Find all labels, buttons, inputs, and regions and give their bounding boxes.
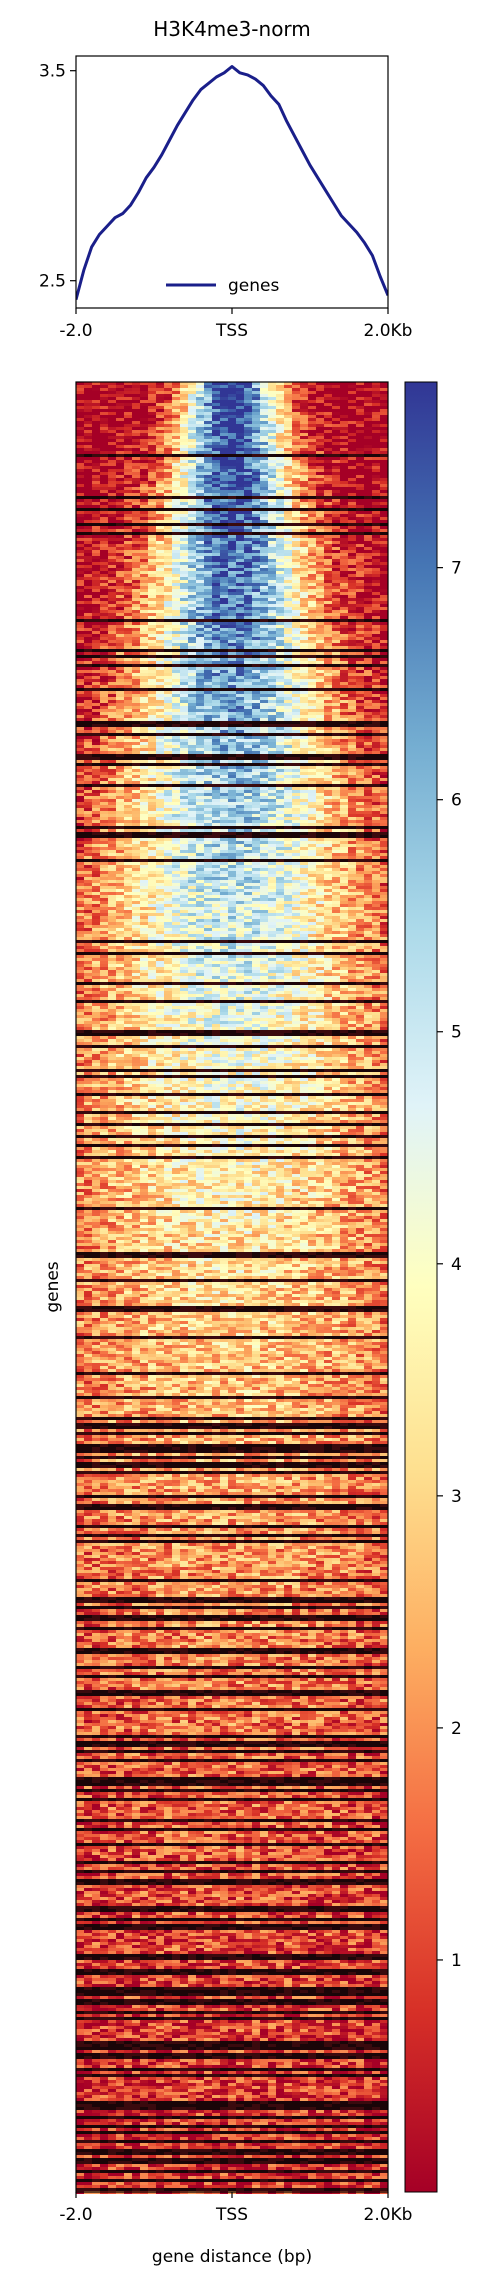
legend-label-genes: genes [228, 276, 279, 296]
heatmap-x-tick-label: TSS [215, 2205, 248, 2225]
colorbar-tick-label: 4 [451, 1255, 462, 1275]
colorbar-tick-label: 3 [451, 1487, 462, 1507]
profile-line-genes [76, 65, 388, 300]
profile-y-tick-label: 3.5 [39, 62, 66, 82]
colorbar-tick-label: 5 [451, 1023, 462, 1043]
heatmap-x-axis-label: gene distance (bp) [152, 2247, 312, 2267]
profile-y-tick-label: 2.5 [39, 272, 66, 292]
profile-plot: H3K4me3-norm 2.5 3.5 -2.0 TSS 2.0Kb genes [39, 17, 413, 341]
heatmap-cells [76, 382, 389, 2194]
heatmap-x-tick-label: -2.0 [59, 2205, 92, 2225]
colorbar-tick-label: 6 [451, 791, 462, 811]
profile-axes-frame [75, 55, 389, 309]
profile-x-tick-label: -2.0 [59, 321, 92, 341]
profile-x-tick-label: TSS [215, 321, 248, 341]
profile-legend: genes [166, 276, 279, 296]
colorbar-tick-label: 1 [451, 1951, 462, 1971]
heatmap-x-tick-label: 2.0Kb [364, 2205, 413, 2225]
colorbar-tick-label: 7 [451, 559, 462, 579]
heatmap-y-axis-label: genes [43, 1261, 63, 1312]
colorbar-gradient [404, 381, 438, 2193]
colorbar-tick-label: 2 [451, 1719, 462, 1739]
heatmap-plot: -2.0 TSS 2.0Kb gene distance (bp) genes [43, 381, 413, 2267]
profile-title: H3K4me3-norm [153, 17, 311, 41]
colorbar: 1 2 3 4 5 6 7 [404, 381, 462, 2193]
profile-x-tick-label: 2.0Kb [364, 321, 413, 341]
